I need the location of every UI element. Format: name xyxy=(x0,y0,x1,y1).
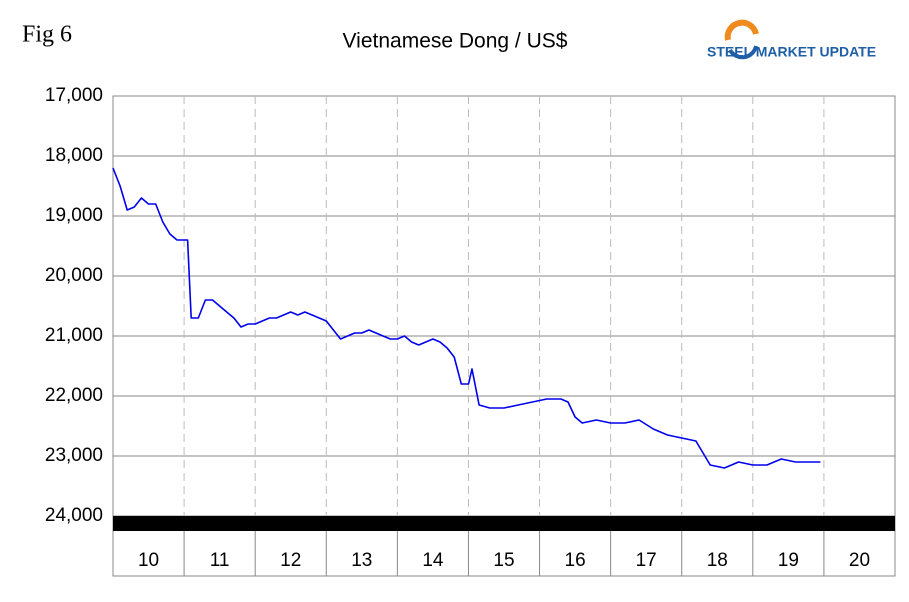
figure-label: Fig 6 xyxy=(22,22,72,48)
x-tick-label: 12 xyxy=(280,550,301,571)
y-tick-label: 23,000 xyxy=(45,445,103,466)
x-tick-label: 10 xyxy=(138,550,159,571)
x-tick-label: 15 xyxy=(493,550,514,571)
x-tick-label: 17 xyxy=(636,550,657,571)
x-tick-label: 18 xyxy=(707,550,728,571)
y-tick-label: 19,000 xyxy=(45,205,103,226)
y-tick-label: 18,000 xyxy=(45,145,103,166)
logo-text: STEEL MARKET UPDATE xyxy=(707,44,876,60)
y-tick-label: 21,000 xyxy=(45,325,103,346)
logo: STEEL MARKET UPDATE xyxy=(707,19,876,60)
logo-arc xyxy=(724,19,759,41)
chart-title: Vietnamese Dong / US$ xyxy=(343,30,568,53)
logo-arc xyxy=(728,45,758,60)
y-tick-label: 20,000 xyxy=(45,265,103,286)
data-line xyxy=(112,167,821,469)
y-tick-label: 17,000 xyxy=(45,85,103,106)
x-tick-label: 14 xyxy=(422,550,444,571)
x-tick-label: 16 xyxy=(565,550,586,571)
x-tick-label: 20 xyxy=(849,550,870,571)
x-tick-label: 19 xyxy=(778,550,799,571)
y-tick-label: 24,000 xyxy=(45,505,103,526)
x-tick-label: 13 xyxy=(351,550,372,571)
x-tick-label: 11 xyxy=(210,550,230,571)
y-tick-label: 22,000 xyxy=(45,385,103,406)
x-axis-band xyxy=(113,516,895,531)
